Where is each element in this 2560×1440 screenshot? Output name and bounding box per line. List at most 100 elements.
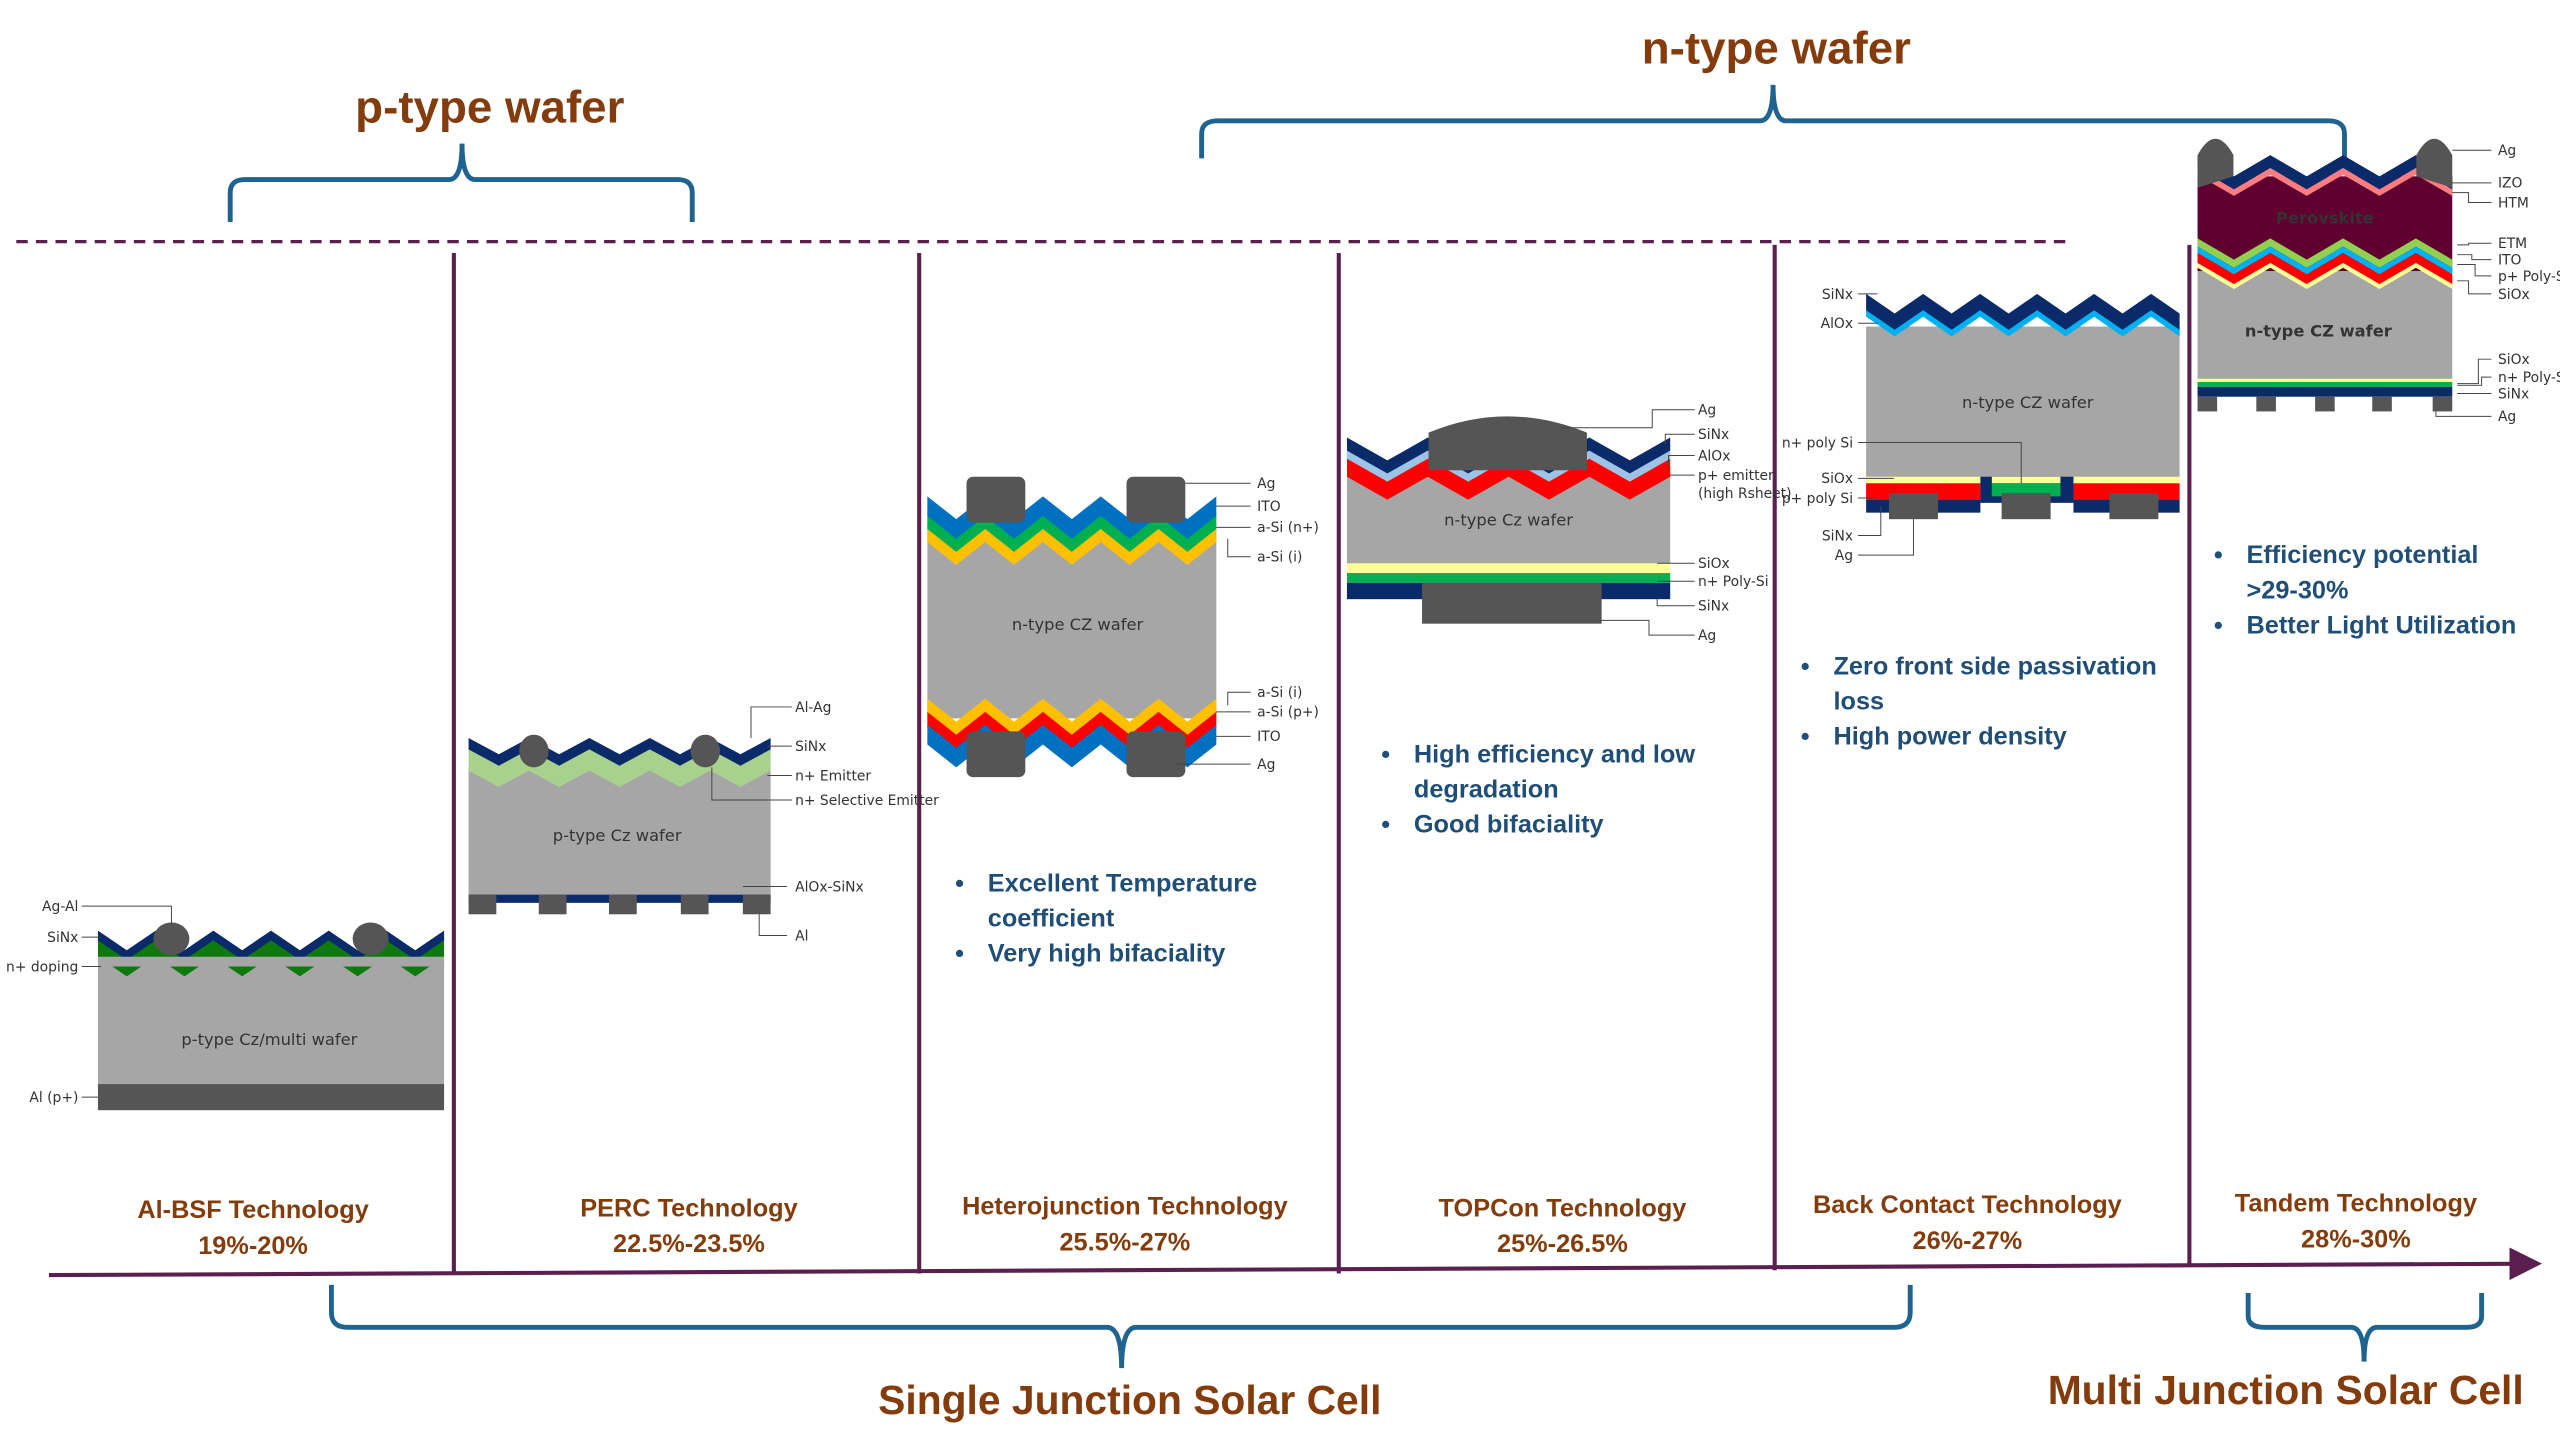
leader-line xyxy=(1227,691,1251,706)
layer-label: n+ poly Si xyxy=(1782,435,1853,451)
bullet-text: Excellent Temperature xyxy=(988,869,1257,897)
leader-line xyxy=(1227,538,1251,558)
p-type-wafer-label: p-type wafer xyxy=(355,81,624,132)
ito-layer xyxy=(2197,246,2453,275)
bullet-text: loss xyxy=(1833,687,1884,715)
cell-diagram-topcon: n-type Cz wafer Ag SiNx AlOx p+ emitter (high… xyxy=(1346,403,1792,644)
leader-line xyxy=(2457,358,2492,385)
bullet-text: degradation xyxy=(1414,776,1559,804)
layer-label: SiNx xyxy=(1822,528,1853,544)
ag-contact xyxy=(966,731,1026,778)
list-item: • Better Light Utilization xyxy=(2214,611,2516,639)
leader-line xyxy=(2435,411,2492,417)
layer-label: SiOx xyxy=(2498,352,2530,368)
cell-diagram-back-contact: n-type CZ wafer SiNx AlOx n+ poly Si SiOx p+ … xyxy=(1782,287,2180,564)
leader-line xyxy=(711,767,792,801)
wafer xyxy=(1866,326,2180,480)
leader-line xyxy=(2452,192,2492,203)
htm-layer xyxy=(2197,168,2453,196)
bullet-text: Good bifaciality xyxy=(1414,811,1604,839)
sinx-layer xyxy=(2197,386,2453,397)
layer-label: p+ emitter xyxy=(1698,468,1774,484)
layer-label: ITO xyxy=(1257,729,1281,745)
tech-efficiency: 28%-30% xyxy=(2301,1225,2411,1253)
al-contact xyxy=(608,894,637,915)
leader-line xyxy=(1857,519,1914,556)
sinx-layer xyxy=(97,930,445,960)
tech-efficiency: 25.5%-27% xyxy=(1059,1229,1190,1257)
bullet-icon: • xyxy=(2214,541,2223,569)
bullet-text: High power density xyxy=(1833,722,2066,750)
alox-layer xyxy=(1346,450,1671,482)
layer-label: Al (p+) xyxy=(29,1090,78,1106)
leader-line xyxy=(1857,441,2022,484)
layer-label: SiNx xyxy=(47,930,78,946)
bullet-text: >29-30% xyxy=(2247,576,2349,604)
ag-contact xyxy=(1422,582,1602,624)
layer-label: p+ Poly-Si xyxy=(2498,269,2560,285)
tech-label-al-bsf: Al-BSF Technology 19%-20% xyxy=(137,1196,368,1260)
layer-label: SiOx xyxy=(1821,471,1853,487)
tech-name: Back Contact Technology xyxy=(1813,1191,2122,1219)
layer-label: n+ Poly-Si xyxy=(1698,574,1769,590)
ag-contact xyxy=(2256,396,2276,412)
wafer xyxy=(97,963,445,1091)
cell-diagram-tandem: Perovskite n-type CZ wafer Ag IZO HTM ETMITOp… xyxy=(2197,138,2560,425)
perovskite-label: Perovskite xyxy=(2276,209,2374,228)
layer-label: Al-Ag xyxy=(795,700,831,716)
n-type-brace xyxy=(1199,84,2347,159)
cell-diagram-al-bsf: p-type Cz/multi wafer Ag-Al SiNx n+ doping A… xyxy=(6,899,445,1111)
layer-label: a-Si (i) xyxy=(1257,550,1302,566)
cell-diagram-heterojunction: n-type CZ wafer Ag ITO a-Si (n+) a-Si (i) a-S… xyxy=(927,476,1319,778)
layer-label: SiNx xyxy=(795,739,826,755)
ag-contact xyxy=(2001,493,2051,520)
list-item: • High power density xyxy=(1801,722,2067,750)
wafer xyxy=(97,956,445,967)
tech-efficiency: 19%-20% xyxy=(198,1232,308,1260)
tech-name: TOPCon Technology xyxy=(1439,1194,1687,1222)
sinx-layer xyxy=(468,737,771,766)
ag-contact xyxy=(1428,416,1587,471)
a-si-i-layer xyxy=(927,525,1217,565)
leader-line xyxy=(2457,264,2492,277)
siox-layer xyxy=(1991,476,2061,484)
layer-label: a-Si (n+) xyxy=(1257,520,1319,536)
layer-label: SiOx xyxy=(1698,556,1730,572)
izo-layer xyxy=(2197,155,2453,190)
bullet-text: Zero front side passivation xyxy=(1833,652,2156,680)
layer-label: SiNx xyxy=(1698,599,1729,615)
p-emitter-layer xyxy=(1346,457,1671,500)
list-item: • Zero front side passivation loss xyxy=(1801,652,2157,715)
tech-name: PERC Technology xyxy=(580,1194,797,1222)
wafer xyxy=(2197,269,2453,384)
layer-label: n+ Poly-Si xyxy=(2498,370,2560,386)
list-item: • High efficiency and low degradation xyxy=(1381,740,1695,803)
layer-label: IZO xyxy=(2498,176,2523,192)
leader-line xyxy=(2457,376,2492,386)
tech-efficiency: 26%-27% xyxy=(1913,1227,2023,1255)
ag-contact xyxy=(1126,476,1186,523)
siox-layer xyxy=(1866,476,1981,484)
layer-label: AlOx-SiNx xyxy=(795,879,864,895)
leader-line xyxy=(750,706,792,738)
layer-label: Ag xyxy=(1257,757,1275,773)
multi-junction-brace xyxy=(2245,1293,2485,1362)
layer-label: a-Si (i) xyxy=(1257,685,1302,701)
layer-label: Al xyxy=(795,928,808,944)
layer-label: Ag xyxy=(1698,403,1716,419)
etm-layer xyxy=(2197,238,2453,268)
layer-label: n+ Emitter xyxy=(795,768,871,784)
ag-contact xyxy=(2109,493,2159,520)
single-junction-brace xyxy=(328,1284,1913,1369)
leader-line xyxy=(2457,242,2492,246)
al-contact xyxy=(538,894,567,915)
al-bsf-layer xyxy=(97,1084,445,1111)
layer-label: HTM xyxy=(2498,195,2529,211)
n-poly-si-layer xyxy=(1346,573,1671,583)
sinx-layer xyxy=(1866,293,2180,330)
leader-line xyxy=(2457,254,2492,261)
layer-label: SiOx xyxy=(2498,287,2530,303)
wafer-label: n-type CZ wafer xyxy=(1962,393,2094,412)
bullet-icon: • xyxy=(1381,811,1390,839)
bullet-list: • Efficiency potential >29-30% • Better Ligh… xyxy=(2214,541,2516,639)
